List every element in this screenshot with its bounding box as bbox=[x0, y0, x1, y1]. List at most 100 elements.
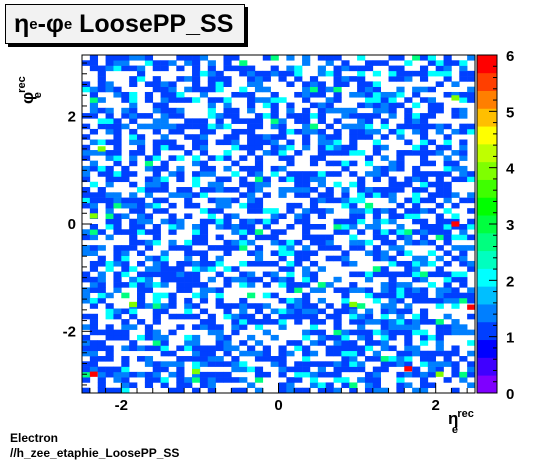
heatmap-cell bbox=[467, 313, 476, 320]
heatmap-cell bbox=[207, 128, 216, 135]
heatmap-cell bbox=[254, 356, 264, 362]
x-tick-label: -2 bbox=[115, 397, 128, 414]
heatmap-cell bbox=[152, 366, 161, 373]
heatmap-cell bbox=[82, 334, 91, 341]
heatmap-cell bbox=[443, 65, 452, 72]
heatmap-cell bbox=[302, 345, 311, 352]
heatmap-cell bbox=[309, 303, 319, 309]
palette-swatch bbox=[477, 126, 497, 145]
heatmap-cell bbox=[89, 102, 99, 109]
heatmap-cell bbox=[341, 197, 350, 204]
heatmap-cell bbox=[286, 81, 295, 87]
heatmap-cell bbox=[168, 107, 177, 114]
heatmap-cell bbox=[294, 118, 303, 124]
heatmap-cell bbox=[309, 155, 319, 161]
heatmap-cell bbox=[278, 128, 287, 135]
heatmap-cell bbox=[223, 155, 232, 161]
heatmap-cell bbox=[215, 181, 224, 188]
heatmap-cell bbox=[184, 187, 193, 193]
heatmap-cell bbox=[333, 229, 342, 235]
heatmap-cell bbox=[278, 229, 287, 235]
heatmap-cell bbox=[239, 350, 248, 357]
heatmap-cell bbox=[168, 86, 177, 93]
heatmap-cell bbox=[372, 319, 381, 325]
heatmap-cell bbox=[278, 250, 287, 256]
heatmap-cell bbox=[451, 160, 460, 167]
heatmap-cell bbox=[89, 60, 99, 66]
heatmap-cell bbox=[144, 160, 154, 167]
heatmap-cell bbox=[199, 139, 209, 146]
heatmap-cell bbox=[443, 297, 452, 304]
footer-path: //h_zee_etaphie_LoosePP_SS bbox=[10, 446, 180, 460]
heatmap-cell bbox=[97, 187, 106, 193]
heatmap-cell bbox=[427, 197, 436, 204]
heatmap-cell bbox=[459, 76, 468, 82]
heatmap-cell bbox=[207, 155, 216, 161]
heatmap-cell bbox=[459, 229, 468, 235]
heatmap-cell bbox=[427, 107, 436, 114]
heatmap-cell bbox=[105, 371, 114, 378]
heatmap-cell bbox=[309, 371, 319, 378]
palette-swatch bbox=[477, 179, 497, 198]
heatmap-cell bbox=[137, 287, 146, 293]
heatmap-cell bbox=[302, 176, 311, 183]
heatmap-cell bbox=[199, 144, 209, 151]
heatmap-cell bbox=[302, 123, 311, 130]
heatmap-cell bbox=[372, 245, 381, 251]
heatmap-cell bbox=[239, 118, 248, 124]
heatmap-cell bbox=[412, 239, 421, 246]
heatmap-cell bbox=[82, 324, 91, 330]
heatmap-cell bbox=[207, 345, 216, 352]
heatmap-cell bbox=[435, 102, 444, 109]
heatmap-cell bbox=[113, 65, 122, 72]
heatmap-cell bbox=[160, 334, 169, 341]
heatmap-cell bbox=[396, 165, 405, 172]
heatmap-cell bbox=[207, 213, 216, 220]
heatmap-cell bbox=[325, 334, 334, 341]
heatmap-cell bbox=[89, 350, 99, 357]
palette-tick-label: 3 bbox=[506, 217, 514, 234]
heatmap-cell bbox=[121, 308, 130, 315]
heatmap-cell bbox=[372, 255, 381, 262]
heatmap-cell bbox=[325, 123, 334, 130]
heatmap-cell bbox=[192, 271, 201, 278]
heatmap-cell bbox=[419, 234, 429, 241]
heatmap-cell bbox=[129, 324, 138, 330]
heatmap-cell bbox=[396, 308, 405, 315]
heatmap-cell bbox=[105, 113, 114, 119]
heatmap-cell bbox=[286, 155, 295, 161]
heatmap-cell bbox=[302, 134, 311, 140]
heatmap-cell bbox=[199, 118, 209, 124]
heatmap-cell bbox=[333, 319, 342, 325]
heatmap-cell bbox=[184, 97, 193, 103]
heatmap-cell bbox=[199, 345, 209, 352]
heatmap-cell bbox=[168, 171, 177, 177]
heatmap-cell bbox=[270, 113, 279, 119]
heatmap-cell bbox=[215, 340, 224, 346]
heatmap-cell bbox=[357, 287, 366, 293]
heatmap-cell bbox=[207, 260, 216, 267]
heatmap-cell bbox=[207, 218, 216, 225]
heatmap-cell bbox=[333, 345, 342, 352]
heatmap-cell bbox=[113, 371, 122, 378]
heatmap-cell bbox=[412, 345, 421, 352]
heatmap-cell bbox=[435, 266, 444, 272]
heatmap-cell bbox=[317, 181, 326, 188]
heatmap-cell bbox=[231, 366, 240, 373]
heatmap-cell bbox=[302, 86, 311, 93]
heatmap-cell bbox=[419, 308, 429, 315]
heatmap-cell bbox=[294, 113, 303, 119]
heatmap-cell bbox=[254, 134, 264, 140]
heatmap-cell bbox=[199, 165, 209, 172]
heatmap-cell bbox=[435, 107, 444, 114]
heatmap-cell bbox=[239, 202, 248, 209]
heatmap-cell bbox=[82, 313, 91, 320]
heatmap-cell bbox=[317, 234, 326, 241]
heatmap-cell bbox=[286, 313, 295, 320]
heatmap-cell bbox=[364, 313, 374, 320]
heatmap-cell bbox=[349, 313, 358, 320]
heatmap-cell bbox=[152, 361, 161, 367]
heatmap-cell bbox=[97, 287, 106, 293]
heatmap-cell bbox=[317, 55, 326, 61]
heatmap-cell bbox=[184, 197, 193, 204]
